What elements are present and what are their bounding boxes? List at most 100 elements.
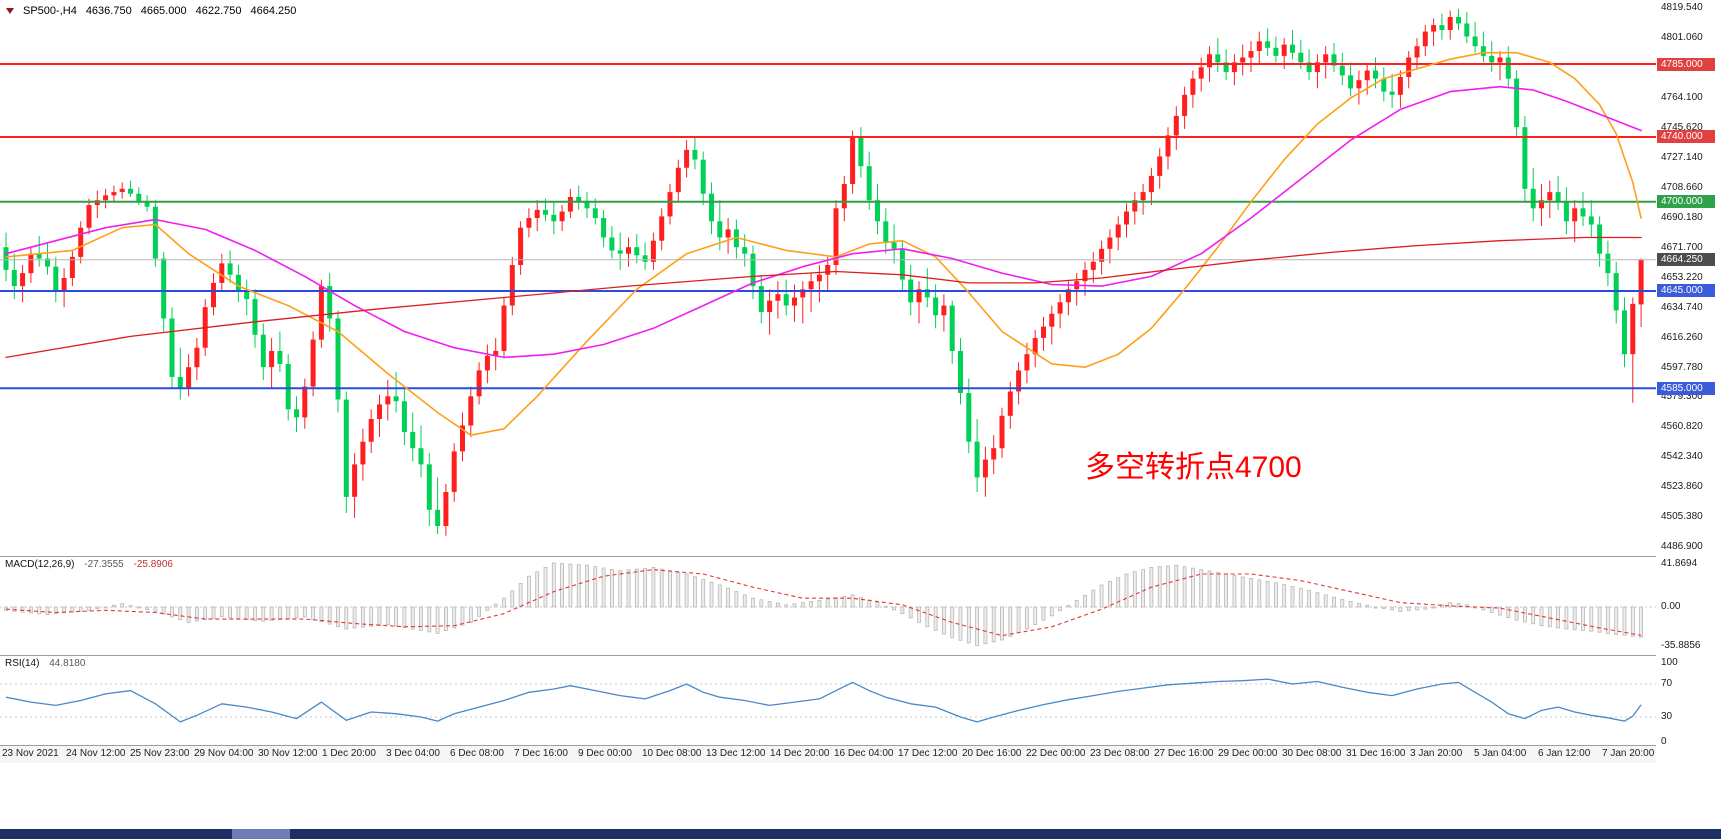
bottom-strip — [0, 829, 1721, 839]
macd-hist-bar — [543, 566, 548, 608]
candle-body-up — [833, 208, 839, 265]
macd-hist-bar — [983, 606, 988, 644]
candle-body-down — [1530, 188, 1536, 209]
macd-hist-bar — [352, 606, 357, 629]
time-axis-label: 14 Dec 20:00 — [770, 748, 830, 759]
macd-scale-label: 0.00 — [1661, 601, 1681, 612]
candle-body-down — [1331, 54, 1337, 66]
macd-hist-bar — [560, 563, 564, 608]
candle-body-down — [1389, 91, 1395, 95]
symbol-marker-icon — [6, 8, 14, 14]
macd-hist-bar — [120, 603, 125, 608]
macd-hist-bar — [1274, 582, 1278, 608]
candle-body-down — [294, 409, 299, 418]
candle-body-up — [1148, 175, 1154, 193]
candle-body-up — [1447, 17, 1453, 30]
rsi-panel-separator[interactable] — [0, 655, 1721, 656]
macd-hist-bar — [1622, 606, 1627, 636]
macd-panel-canvas[interactable] — [0, 557, 1656, 655]
macd-hist-bar — [1041, 606, 1046, 621]
macd-hist-bar — [87, 606, 91, 611]
price-scale-label: 4653.220 — [1661, 272, 1703, 283]
price-level-badge: 4785.000 — [1657, 58, 1715, 71]
macd-hist-bar — [194, 606, 199, 622]
candle-body-down — [1597, 224, 1603, 254]
candle-body-down — [783, 294, 789, 306]
macd-hist-bar — [942, 606, 946, 635]
current-price-badge: 4664.250 — [1657, 253, 1715, 266]
candle-body-down — [1580, 208, 1586, 217]
candle-body-up — [559, 211, 565, 222]
price-scale[interactable]: 4819.5404801.0604782.5804764.1004745.620… — [1656, 0, 1721, 839]
macd-hist-bar — [576, 564, 581, 608]
candle-body-up — [484, 355, 490, 371]
macd-hist-bar — [850, 594, 855, 608]
time-axis-label: 27 Dec 16:00 — [1154, 748, 1214, 759]
macd-hist-bar — [344, 606, 349, 630]
candle-body-up — [1198, 67, 1204, 79]
macd-hist-bar — [410, 606, 415, 630]
macd-hist-bar — [784, 604, 789, 608]
candle-body-down — [1290, 44, 1295, 53]
candle-body-down — [53, 266, 59, 291]
macd-hist-bar — [45, 606, 50, 616]
macd-hist-bar — [1340, 598, 1345, 608]
macd-hist-bar — [1025, 606, 1029, 630]
candle-body-down — [128, 188, 133, 194]
candle-body-up — [78, 227, 84, 257]
macd-hist-bar — [991, 606, 996, 643]
price-scale-label: 4560.820 — [1661, 421, 1703, 432]
price-level-badge: 4645.000 — [1657, 284, 1715, 297]
candle-body-up — [1248, 51, 1254, 58]
macd-hist-bar — [1091, 589, 1096, 608]
ma-fast-orange-line — [5, 51, 1642, 436]
price-scale-label: 4819.540 — [1661, 2, 1703, 13]
candle-body-down — [1439, 25, 1445, 30]
time-axis[interactable]: 23 Nov 2021 24 Nov 12:00 25 Nov 23:00 29 No… — [0, 746, 1656, 763]
macd-hist-bar — [219, 606, 224, 618]
macd-hist-bar — [170, 606, 174, 618]
candle-body-up — [991, 448, 997, 460]
macd-hist-bar — [261, 606, 266, 622]
macd-hist-bar — [394, 606, 399, 627]
candle-body-up — [1165, 135, 1171, 157]
macd-panel-separator[interactable] — [0, 556, 1721, 557]
time-axis-label: 29 Dec 00:00 — [1218, 748, 1278, 759]
main-chart-canvas[interactable] — [0, 0, 1656, 556]
macd-hist-bar — [1290, 586, 1295, 608]
macd-main-value: -27.3555 — [84, 559, 124, 570]
macd-signal-value: -25.8906 — [133, 559, 173, 570]
candle-body-up — [443, 492, 449, 526]
macd-hist-bar — [360, 606, 365, 628]
price-level-badge: 4585.000 — [1657, 382, 1715, 395]
price-scale-label: 4690.180 — [1661, 212, 1703, 223]
candle-body-up — [28, 253, 34, 274]
candle-body-up — [982, 459, 988, 478]
candle-body-down — [617, 250, 623, 254]
macd-hist-bar — [709, 581, 714, 608]
macd-hist-bar — [269, 606, 274, 621]
macd-hist-bar — [493, 603, 498, 608]
candle-body-down — [866, 166, 872, 201]
candle-body-down — [1456, 17, 1461, 24]
candle-body-up — [1090, 261, 1096, 270]
macd-hist-bar — [693, 576, 697, 608]
candle-body-down — [418, 448, 424, 465]
macd-scale-label: -35.8856 — [1661, 640, 1701, 651]
price-scale-label: 4486.900 — [1661, 541, 1703, 552]
candle-body-up — [1016, 370, 1022, 392]
candle-body-down — [543, 209, 548, 215]
macd-hist-bar — [385, 606, 390, 626]
candle-body-down — [924, 289, 930, 298]
macd-hist-bar — [95, 606, 100, 610]
candle-body-up — [20, 273, 26, 287]
rsi-panel-canvas[interactable] — [0, 656, 1656, 745]
macd-hist-bar — [1523, 606, 1527, 623]
candle-body-up — [186, 367, 192, 389]
candle-body-down — [891, 242, 897, 249]
macd-hist-bar — [1224, 573, 1228, 608]
macd-hist-bar — [1166, 565, 1170, 608]
hlines-layer — [0, 63, 1656, 390]
macd-hist-bar — [535, 571, 540, 608]
moving-averages-layer — [5, 51, 1642, 436]
